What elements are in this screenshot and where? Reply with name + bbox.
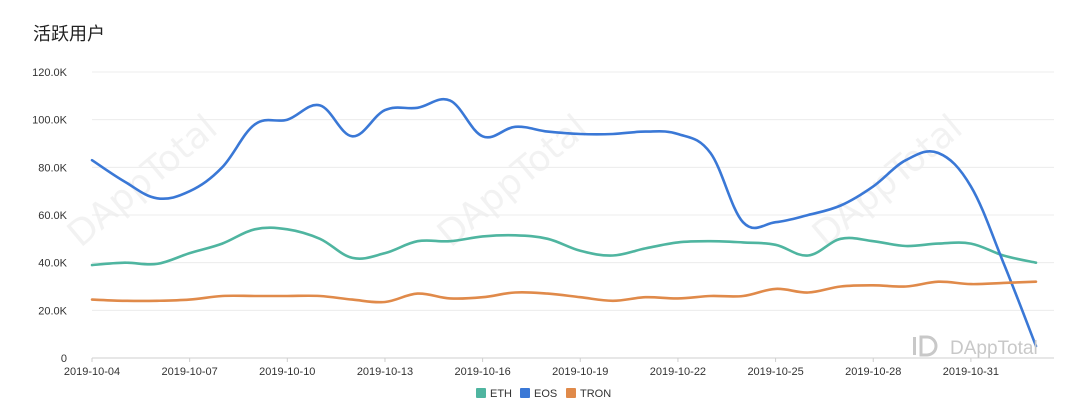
watermark-layer: DAppTotal DAppTotal DAppTotal — [60, 107, 970, 255]
x-tick-label: 2019-10-04 — [64, 366, 120, 378]
y-tick-label: 60.0K — [38, 210, 67, 222]
logo-text: DAppTotal — [950, 338, 1038, 359]
legend-item-eth[interactable]: ETH — [476, 388, 512, 400]
y-tick-label: 80.0K — [38, 162, 67, 174]
x-tick-label: 2019-10-31 — [943, 366, 999, 378]
legend-swatch — [476, 388, 486, 398]
x-tick-label: 2019-10-19 — [552, 366, 608, 378]
y-tick-label: 0 — [61, 353, 67, 365]
logo-mark-d — [919, 335, 938, 357]
x-tick-label: 2019-10-22 — [650, 366, 706, 378]
watermark-text: DAppTotal — [805, 107, 970, 255]
y-tick-label: 100.0K — [32, 115, 68, 127]
dapptotal-logo: DAppTotal — [913, 335, 1038, 359]
grid-lines — [92, 71, 1054, 359]
legend-item-tron[interactable]: TRON — [566, 388, 611, 400]
series-line-eth — [90, 226, 1038, 267]
logo-mark — [913, 337, 916, 355]
series-lines — [90, 98, 1038, 348]
x-tick-label: 2019-10-13 — [357, 366, 413, 378]
legend-label: EOS — [534, 388, 557, 400]
x-tick-label: 2019-10-07 — [162, 366, 218, 378]
watermark-text: DAppTotal — [430, 107, 595, 255]
watermark-text: DAppTotal — [60, 107, 225, 255]
legend-item-eos[interactable]: EOS — [520, 388, 557, 400]
y-tick-label: 120.0K — [32, 67, 68, 79]
chart-title: 活跃用户 — [33, 24, 105, 45]
legend-swatch — [566, 388, 576, 398]
legend-label: ETH — [490, 388, 512, 400]
x-axis: 2019-10-04 2019-10-07 2019-10-10 2019-10-13… — [64, 358, 999, 378]
y-axis-tick-labels: 0 20.0K 40.0K 60.0K 80.0K 100.0K 120.0K — [32, 67, 68, 365]
x-tick-label: 2019-10-25 — [747, 366, 803, 378]
y-tick-label: 20.0K — [38, 305, 67, 317]
series-line-tron — [90, 280, 1038, 304]
y-tick-label: 40.0K — [38, 258, 67, 270]
legend-label: TRON — [580, 388, 611, 400]
x-tick-label: 2019-10-10 — [259, 366, 315, 378]
series-line-eos — [90, 98, 1038, 348]
x-tick-label: 2019-10-28 — [845, 366, 901, 378]
legend[interactable]: ETH EOS TRON — [476, 388, 611, 400]
x-tick-label: 2019-10-16 — [454, 366, 510, 378]
legend-swatch — [520, 388, 530, 398]
